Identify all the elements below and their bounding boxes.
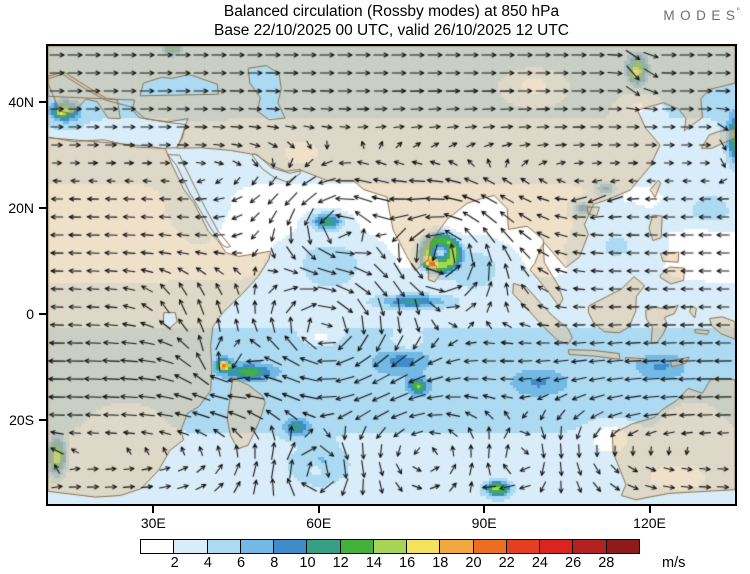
x-axis-tick xyxy=(483,506,486,513)
colorbar-segment xyxy=(141,540,175,553)
colorbar-segment xyxy=(440,540,474,553)
map-frame xyxy=(46,44,737,506)
y-tick-label: 20S xyxy=(9,411,34,428)
colorbar-segment xyxy=(307,540,341,553)
colorbar-tick-label: 14 xyxy=(365,555,382,571)
colorbar-segment xyxy=(340,540,374,553)
colorbar-tick-label: 8 xyxy=(270,555,279,571)
y-tick-label: 40N xyxy=(8,93,34,110)
x-axis-tick xyxy=(152,506,155,513)
colorbar-segment xyxy=(274,540,308,553)
colorbar-segment xyxy=(174,540,208,553)
colorbar-segment xyxy=(207,540,241,553)
x-tick-label: 90E xyxy=(471,515,497,531)
modes-logo-mark: ° xyxy=(736,6,740,16)
modes-logo-text: MODES xyxy=(663,8,741,23)
colorbar-tick-label: 26 xyxy=(565,555,582,571)
colorbar-tick-label: 28 xyxy=(598,555,615,571)
x-axis-tick xyxy=(648,506,651,513)
colorbar-tick-label: 24 xyxy=(531,555,548,571)
colorbar-segment xyxy=(506,540,541,553)
y-axis-tick xyxy=(39,312,46,315)
colorbar-tick-label: 10 xyxy=(299,555,316,571)
y-axis-tick xyxy=(39,418,46,421)
colorbar-tick-label: 18 xyxy=(432,555,449,571)
colorbar-unit-label: m/s xyxy=(662,555,686,571)
colorbar-segment xyxy=(573,540,607,553)
colorbar-tick-label: 6 xyxy=(237,555,246,571)
modes-logo: MODES° xyxy=(663,6,740,23)
colorbar-segment xyxy=(606,540,639,553)
colorbar-tick-label: 22 xyxy=(498,555,515,571)
x-tick-label: 60E xyxy=(306,515,332,531)
colorbar-tick-label: 16 xyxy=(399,555,416,571)
colorbar-segment xyxy=(373,540,408,553)
colorbar-tick-label: 2 xyxy=(170,555,179,571)
y-tick-label: 0 xyxy=(26,305,34,322)
wind-map-canvas xyxy=(48,46,735,504)
colorbar-segment xyxy=(473,540,507,553)
y-axis-tick xyxy=(39,100,46,103)
chart-title: Balanced circulation (Rossby modes) at 8… xyxy=(223,3,560,20)
colorbar-tick-label: 4 xyxy=(203,555,212,571)
colorbar-segment xyxy=(407,540,441,553)
colorbar-segment xyxy=(540,540,574,553)
x-axis-tick xyxy=(317,506,320,513)
colorbar xyxy=(140,539,640,554)
colorbar-segment xyxy=(240,540,275,553)
y-tick-label: 20N xyxy=(8,199,34,216)
colorbar-tick-label: 12 xyxy=(332,555,349,571)
chart-subtitle: Base 22/10/2025 00 UTC, valid 26/10/2025… xyxy=(213,22,569,39)
title-block: Balanced circulation (Rossby modes) at 8… xyxy=(46,2,737,40)
x-tick-label: 30E xyxy=(140,515,166,531)
colorbar-tick-label: 20 xyxy=(465,555,482,571)
y-axis-tick xyxy=(39,206,46,209)
x-tick-label: 120E xyxy=(633,515,666,531)
